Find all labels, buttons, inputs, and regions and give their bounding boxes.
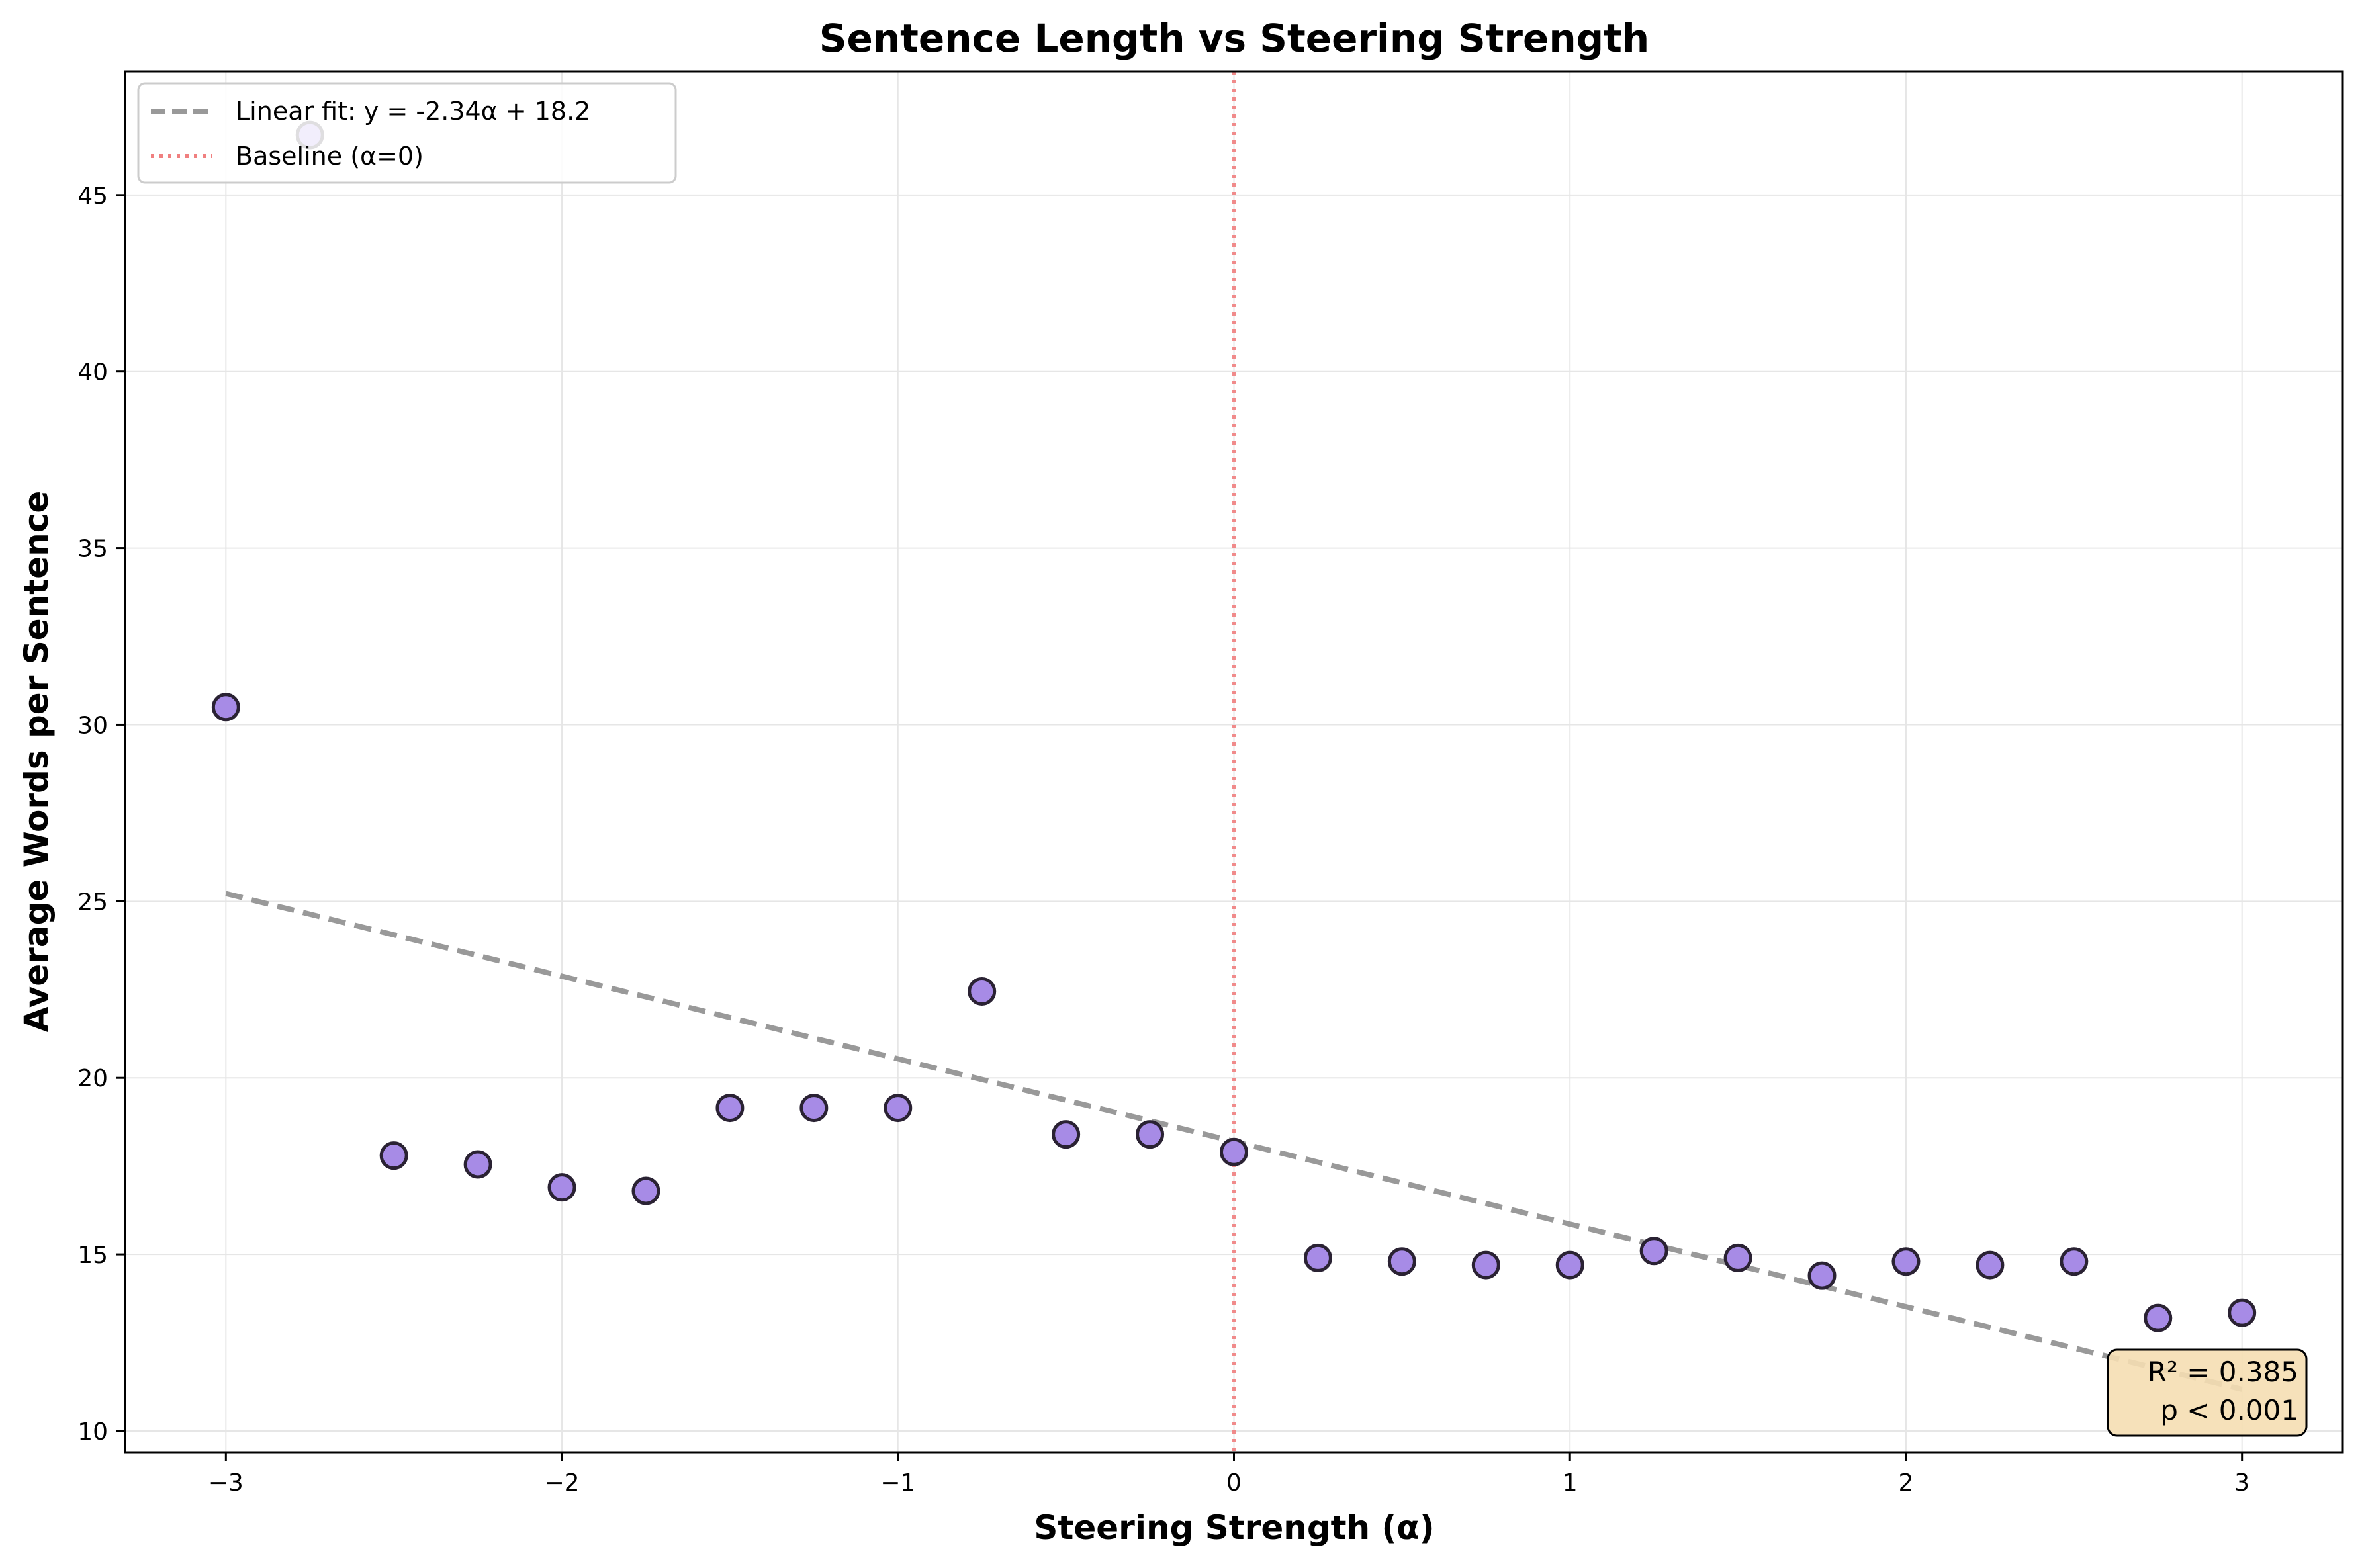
data-point bbox=[631, 1176, 660, 1205]
x-tick-label: 3 bbox=[2234, 1469, 2249, 1497]
legend-box bbox=[137, 82, 677, 184]
data-point bbox=[1220, 1137, 1248, 1166]
stats-annotation: R² = 0.385 p < 0.001 bbox=[2107, 1348, 2308, 1437]
y-tick-label: 10 bbox=[77, 1418, 108, 1446]
data-point bbox=[1555, 1250, 1584, 1280]
data-point bbox=[547, 1173, 576, 1202]
y-tick-label: 45 bbox=[77, 183, 108, 210]
x-tick-label: −3 bbox=[208, 1469, 244, 1497]
x-axis-ticks: −3 −2 −1 0 1 2 3 bbox=[208, 1452, 2249, 1497]
x-axis-label: Steering Strength (α) bbox=[1034, 1508, 1434, 1547]
legend-fit-label: Linear fit: y = -2.34α + 18.2 bbox=[236, 97, 590, 126]
data-point bbox=[715, 1094, 745, 1123]
stats-box bbox=[2107, 1348, 2308, 1437]
x-tick-label: −1 bbox=[880, 1469, 915, 1497]
x-tick-label: 0 bbox=[1226, 1469, 1242, 1497]
data-point bbox=[884, 1094, 913, 1123]
y-tick-label: 35 bbox=[77, 536, 108, 563]
y-tick-label: 40 bbox=[77, 359, 108, 386]
data-point bbox=[1723, 1243, 1752, 1272]
data-point bbox=[463, 1150, 492, 1179]
data-point bbox=[379, 1141, 408, 1170]
x-tick-label: −2 bbox=[545, 1469, 580, 1497]
y-axis-label: Average Words per Sentence bbox=[17, 491, 56, 1033]
data-point bbox=[1639, 1237, 1668, 1266]
y-tick-label: 20 bbox=[77, 1065, 108, 1092]
x-tick-label: 1 bbox=[1563, 1469, 1578, 1497]
legend: Linear fit: y = -2.34α + 18.2 Baseline (… bbox=[137, 82, 677, 184]
x-tick-label: 2 bbox=[1899, 1469, 1914, 1497]
chart-title: Sentence Length vs Steering Strength bbox=[819, 16, 1649, 61]
stats-p-value: p < 0.001 bbox=[2160, 1394, 2298, 1426]
data-point bbox=[2144, 1303, 2173, 1332]
legend-baseline-label: Baseline (α=0) bbox=[236, 142, 424, 171]
stats-r2: R² = 0.385 bbox=[2148, 1356, 2298, 1388]
data-point bbox=[2060, 1247, 2089, 1276]
data-point bbox=[968, 977, 997, 1006]
y-axis-ticks: 10 15 20 25 30 35 40 45 bbox=[77, 183, 125, 1446]
data-point bbox=[1471, 1250, 1500, 1280]
data-point bbox=[1052, 1120, 1081, 1149]
y-tick-label: 30 bbox=[77, 712, 108, 739]
data-point bbox=[2228, 1298, 2257, 1327]
data-point bbox=[211, 693, 240, 722]
y-tick-label: 25 bbox=[77, 889, 108, 916]
data-point bbox=[1891, 1247, 1921, 1276]
data-point bbox=[799, 1094, 829, 1123]
data-point bbox=[1136, 1120, 1165, 1149]
data-point bbox=[1807, 1261, 1837, 1290]
y-tick-label: 15 bbox=[77, 1242, 108, 1269]
data-point bbox=[1387, 1247, 1416, 1276]
data-point bbox=[1976, 1250, 2005, 1280]
data-point bbox=[1303, 1243, 1332, 1272]
